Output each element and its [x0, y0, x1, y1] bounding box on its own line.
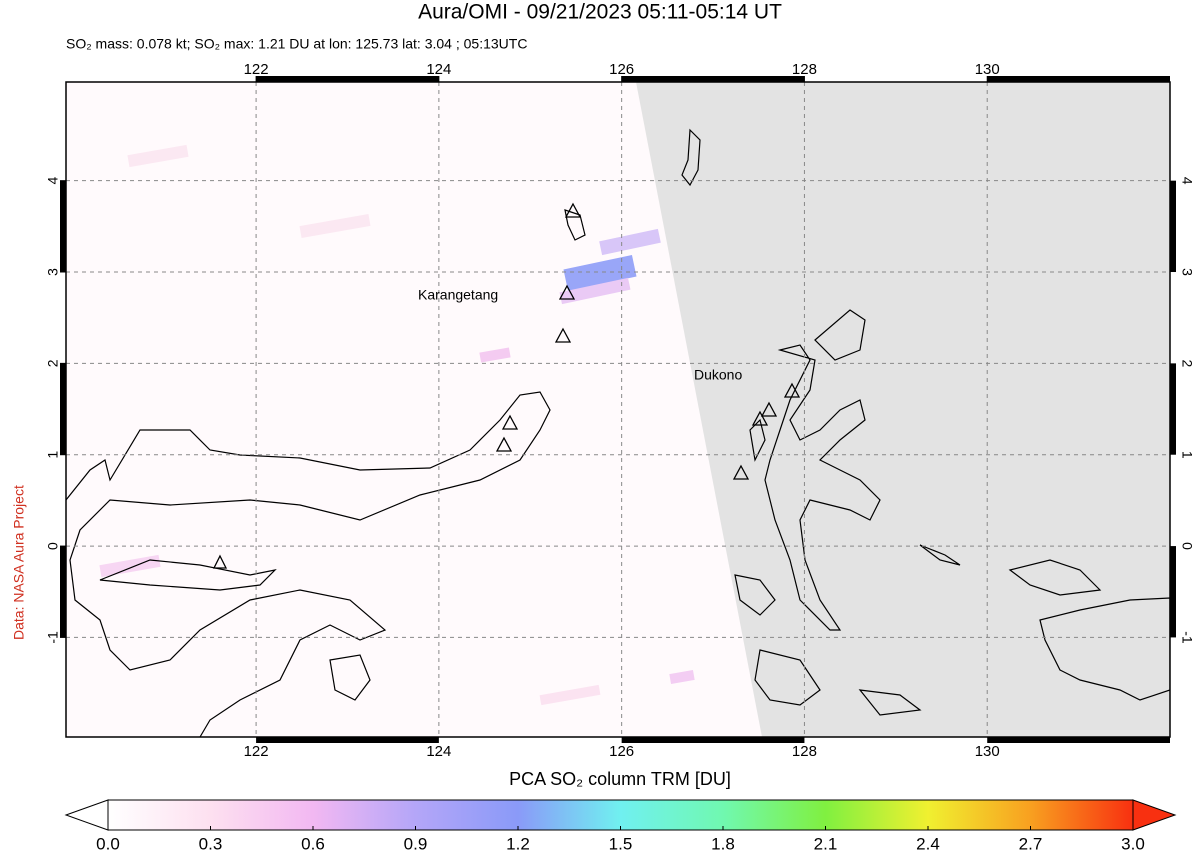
frame-bar [987, 76, 1170, 82]
map-body [66, 82, 1170, 737]
x-tick-label: 126 [609, 61, 634, 78]
subtitle: SO₂ mass: 0.078 kt; SO₂ max: 1.21 DU at … [66, 36, 527, 52]
colorbar-tick-label: 1.2 [506, 834, 530, 853]
frame-bar [60, 180, 66, 273]
colorbar: 0.0 0.3 0.6 0.9 1.2 1.5 1.8 2.1 2.4 2.7 3.0 [64, 799, 1177, 853]
y-tick-label: 3 [45, 268, 61, 276]
map-frame: 122 122 124 124 126 126 128 128 130 130 4 4 3 3 2 2 1 1 0 0… [45, 61, 1196, 760]
frame-bar [1170, 546, 1176, 638]
no-data-area [636, 82, 1170, 737]
y-tick-label: 4 [1179, 177, 1195, 185]
x-tick-label: 130 [975, 61, 1000, 78]
frame-bar [256, 76, 439, 82]
y-tick-label: 2 [1179, 359, 1195, 367]
x-tick-label: 122 [244, 61, 269, 78]
colorbar-tick-label: 0.9 [404, 834, 428, 853]
frame-bar [987, 737, 1170, 743]
x-tick-label: 124 [426, 61, 451, 78]
colorbar-title: PCA SO₂ column TRM [DU] [509, 769, 731, 789]
frame-bar [621, 76, 805, 82]
y-tick-label: -1 [1179, 631, 1195, 644]
y-tick-label: 0 [45, 542, 61, 550]
colorbar-tick-label: 2.1 [814, 834, 838, 853]
frame-bar [621, 737, 805, 743]
grid [66, 82, 1170, 737]
y-tick-label: -1 [45, 631, 61, 644]
colorbar-tick-label: 0.3 [199, 834, 223, 853]
colorbar-under [64, 799, 109, 831]
y-tick-label: 1 [45, 451, 61, 459]
colorbar-tick-label: 3.0 [1121, 834, 1145, 853]
x-tick-label: 126 [609, 743, 634, 760]
y-tick-label: 0 [1179, 542, 1195, 550]
y-tick-label: 3 [1179, 268, 1195, 276]
colorbar-scale [107, 799, 1134, 831]
x-tick-label: 124 [426, 743, 451, 760]
colorbar-over [1132, 799, 1177, 831]
title: Aura/OMI - 09/21/2023 05:11-05:14 UT [418, 1, 782, 24]
y-tick-label: 1 [1179, 451, 1195, 459]
x-tick-label: 122 [244, 743, 269, 760]
colorbar-tick-label: 0.6 [301, 834, 325, 853]
x-tick-label: 130 [975, 743, 1000, 760]
colorbar-tick-label: 2.7 [1019, 834, 1043, 853]
frame-bar [1170, 363, 1176, 455]
colorbar-tick-label: 1.5 [609, 834, 633, 853]
colorbar-tick-label: 2.4 [916, 834, 940, 853]
frame-bar [60, 363, 66, 455]
y-tick-label: 2 [45, 359, 61, 367]
y-tick-label: 4 [45, 177, 61, 185]
volcano-label: Dukono [694, 367, 742, 383]
frame-bar [60, 546, 66, 638]
so2-pixels [99, 144, 695, 706]
credit: Data: NASA Aura Project [11, 485, 27, 640]
x-tick-label: 128 [792, 61, 817, 78]
volcano-label: Karangetang [418, 287, 498, 303]
frame-bar [256, 737, 439, 743]
volcano-markers [212, 202, 801, 569]
colorbar-tick-label: 1.8 [711, 834, 735, 853]
x-tick-label: 128 [792, 743, 817, 760]
frame-bar [1170, 180, 1176, 273]
colorbar-tick-label: 0.0 [96, 834, 120, 853]
coastlines [66, 128, 1170, 737]
